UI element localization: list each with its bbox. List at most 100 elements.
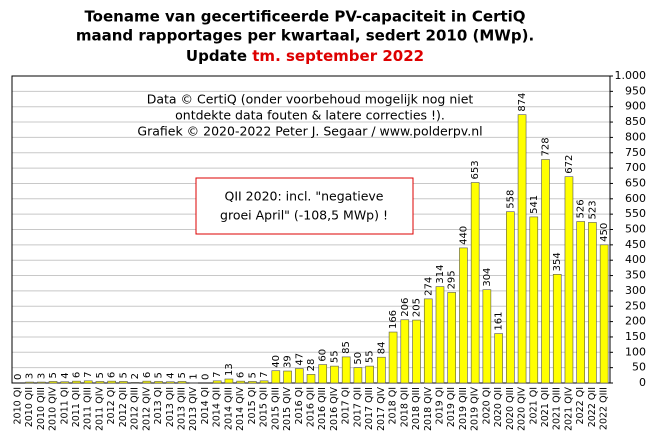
data-label: 6 [107,372,118,378]
y-tick-label: 400 [625,253,646,266]
y-tick-label: 550 [625,207,646,220]
note-text: groei April" (-108,5 MWp) ! [220,208,388,223]
data-label: 3 [36,373,47,379]
x-tick-label: 2016 QII [306,387,317,427]
bar [248,381,257,384]
y-tick-label: 900 [625,100,646,113]
data-label: 7 [212,371,223,377]
bar [306,374,316,384]
annotation: ontdekte data fouten & latere correcties… [175,108,445,123]
y-tick-label: 250 [625,299,646,312]
data-label: 5 [95,372,106,378]
bar [353,367,363,384]
data-label: 47 [294,353,305,366]
x-tick-label: 2015 QIV [282,387,293,431]
x-tick-label: 2019 QIII [458,387,469,430]
bar [365,365,374,384]
y-tick-label: 0 [639,376,646,389]
data-label: 653 [470,160,481,179]
data-label: 205 [412,298,423,317]
bar [517,114,527,384]
y-tick-label: 700 [625,161,646,174]
x-tick-label: 2013 QII [165,387,176,427]
y-tick-label: 800 [625,130,646,143]
bar [412,319,421,384]
x-tick-label: 2012 QIII [130,387,141,430]
y-tick-label: 950 [625,84,646,97]
data-label: 874 [517,93,528,112]
x-tick-label: 2010 QIV [48,387,59,431]
bar [388,331,398,384]
y-tick-label: 350 [625,269,646,282]
bar [294,368,304,384]
bar [142,380,152,384]
x-tick-label: 2014 QII [212,387,223,427]
bar [37,381,46,384]
x-tick-label: 2022 QI [575,387,586,424]
bar [119,381,128,384]
x-tick-label: 2014 QIV [235,387,246,431]
bar [330,365,339,384]
annotation: Data © CertiQ (onder voorbehoud mogelijk… [147,92,474,107]
bar [107,380,116,384]
bar [529,216,539,384]
bar [564,176,574,384]
data-label: 85 [341,341,352,354]
data-label: 0 [200,374,211,380]
data-label: 55 [365,350,376,363]
x-tick-label: 2011 QI [59,387,70,424]
x-tick-label: 2017 QII [352,387,363,427]
data-label: 5 [177,372,188,378]
y-tick-label: 300 [625,284,646,297]
bar [224,378,234,384]
x-tick-label: 2021 QI [528,387,539,424]
x-tick-label: 2021 QIV [563,387,574,431]
data-label: 6 [142,372,153,378]
bar [377,356,386,384]
bar [494,333,503,384]
bar [177,381,187,384]
bar [482,289,492,384]
data-label: 5 [247,372,258,378]
x-tick-label: 2018 QI [388,387,399,424]
y-tick-label: 850 [625,115,646,128]
data-label: 1 [189,373,200,379]
data-label: 55 [329,350,340,363]
bar [447,292,457,384]
x-tick-label: 2022 QII [587,387,598,427]
chart-title: Toename van gecertificeerde PV-capacitei… [84,8,525,26]
data-label: 304 [482,268,493,287]
x-tick-label: 2015 QIII [270,387,281,430]
x-tick-label: 2019 QI [434,387,445,424]
x-tick-label: 2019 QIV [470,387,481,431]
bar [400,319,410,384]
data-label: 5 [48,372,59,378]
x-tick-label: 2020 QI [481,387,492,424]
note-text: QII 2020: incl. "negatieve [225,189,384,204]
data-label: 274 [423,277,434,296]
data-label: 450 [599,223,610,242]
data-label: 60 [318,349,329,362]
y-tick-label: 150 [625,330,646,343]
x-tick-label: 2010 QII [24,387,35,427]
bar [212,380,222,384]
data-label: 5 [154,372,165,378]
x-tick-label: 2020 QIV [517,387,528,431]
x-tick-label: 2012 QIV [141,387,152,431]
x-tick-label: 2010 QI [12,387,23,424]
x-tick-label: 2021 QIII [552,387,563,430]
x-tick-label: 2011 QII [71,387,82,427]
bar [341,356,351,384]
bar [588,222,597,384]
bar [95,381,105,384]
data-label: 354 [552,252,563,271]
bar [154,381,163,384]
data-label: 0 [13,374,24,380]
x-tick-label: 2012 QII [118,387,129,427]
x-tick-label: 2010 QIII [36,387,47,430]
bar [423,298,433,384]
bar [259,380,269,384]
x-tick-label: 2019 QII [446,387,457,427]
data-label: 7 [83,371,94,377]
data-label: 526 [576,199,587,218]
